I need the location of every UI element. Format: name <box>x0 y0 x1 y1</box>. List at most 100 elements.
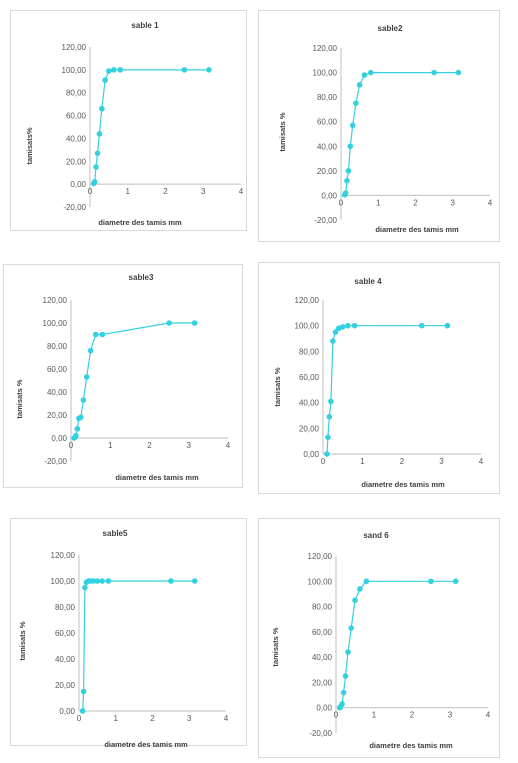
y-tick-label: 20,00 <box>312 678 333 687</box>
data-point <box>353 100 359 107</box>
y-tick-label: 80,00 <box>47 342 68 351</box>
y-tick-label: 20,00 <box>299 424 320 433</box>
data-point <box>344 177 350 184</box>
chart-svg-sand-6: sand 6 tamisats % diametre des tamis mm … <box>271 531 491 750</box>
chart-title: sable5 <box>103 529 128 538</box>
chart-panel-sable-1: sable 1 tamisats% diametre des tamis mm … <box>10 10 247 231</box>
data-point <box>352 597 358 604</box>
x-tick-label: 4 <box>226 441 231 450</box>
y-tick-label: 40,00 <box>47 388 68 397</box>
chart-title: sable 4 <box>354 277 382 286</box>
chart-svg-sable-3: sable3 tamisats % diametre des tamis mm … <box>15 273 231 482</box>
data-point <box>102 77 108 83</box>
x-tick-label: 2 <box>400 457 405 466</box>
data-point <box>357 586 363 592</box>
data-point <box>87 347 94 354</box>
x-tick-label: 0 <box>321 457 326 466</box>
y-tick-label: 20,00 <box>317 167 338 176</box>
data-point <box>82 584 88 591</box>
chart-panel-sable-2: sable2 tamisats % diametre des tamis mm … <box>258 10 500 242</box>
x-tick-label: 4 <box>224 714 229 723</box>
chart-title: sable3 <box>129 273 154 282</box>
data-point <box>349 122 356 129</box>
data-point <box>428 578 434 585</box>
x-tick-label: 2 <box>163 187 168 196</box>
y-tick-label: 80,00 <box>312 603 333 612</box>
x-tick-label: 0 <box>88 187 93 196</box>
y-tick-label: -20,00 <box>44 457 67 466</box>
chart-svg-sable-1: sable 1 tamisats% diametre des tamis mm … <box>25 21 244 227</box>
chart-panel-sable-4: sable 4 tamisats % diametre des tamis mm… <box>258 262 500 494</box>
y-tick-label: 120,00 <box>295 296 320 305</box>
y-tick-label: 40,00 <box>55 655 76 664</box>
x-tick-label: 3 <box>439 457 444 466</box>
data-point <box>80 397 87 403</box>
data-point <box>345 168 352 174</box>
x-axis-label: diametre des tamis mm <box>361 480 445 489</box>
data-point <box>340 689 347 696</box>
data-point <box>339 701 345 707</box>
series-line <box>82 580 195 712</box>
data-point <box>330 338 336 344</box>
data-point <box>452 578 459 585</box>
chart-svg-sable-5: sable5 tamisats % diametre des tamis mm … <box>18 529 229 749</box>
y-tick-label: 100,00 <box>313 69 338 78</box>
y-tick-label: -20,00 <box>314 216 337 225</box>
plot-area: -20,00 0,00 20,00 40,00 60,00 80,00 100,00 120,… <box>62 43 244 212</box>
y-tick-label: 0,00 <box>303 450 319 459</box>
data-point <box>324 451 330 457</box>
x-tick-label: 3 <box>187 714 192 723</box>
y-axis-label: tamisats % <box>278 112 287 152</box>
x-tick-label: 0 <box>69 441 74 450</box>
data-point <box>83 374 90 380</box>
y-tick-label: 100,00 <box>51 577 76 586</box>
plot-area: -20,00 0,00 20,00 40,00 60,00 80,00 100,00 120,… <box>308 552 491 738</box>
y-tick-label: 0,00 <box>70 180 86 189</box>
data-point <box>455 69 462 76</box>
data-point <box>356 82 363 88</box>
x-axis-label: diametre des tamis mm <box>115 473 199 482</box>
data-point <box>363 578 370 585</box>
y-tick-label: 0,00 <box>59 707 75 716</box>
data-point <box>206 67 212 73</box>
y-tick-label: 40,00 <box>299 399 320 408</box>
data-point <box>332 329 339 335</box>
data-point <box>325 434 331 441</box>
plot-area: -20,00 0,00 20,00 40,00 60,00 80,00 100,00 120,… <box>313 44 493 225</box>
x-tick-label: 4 <box>479 457 484 466</box>
chart-panel-sand-6: sand 6 tamisats % diametre des tamis mm … <box>258 518 500 758</box>
series-line <box>344 71 459 196</box>
data-point <box>78 414 84 421</box>
data-point <box>73 432 79 439</box>
series-line <box>93 69 209 184</box>
x-tick-label: 3 <box>451 198 456 207</box>
plot-area: 0,00 20,00 40,00 60,00 80,00 100,00 120,00 0 1 2 3… <box>51 551 229 723</box>
data-point <box>110 67 117 73</box>
y-tick-label: 120,00 <box>43 296 68 305</box>
y-tick-label: 120,00 <box>51 551 76 560</box>
x-tick-label: 3 <box>187 441 192 450</box>
y-axis-label: tamisats % <box>15 379 24 419</box>
data-point <box>168 578 174 584</box>
data-point <box>94 150 101 157</box>
data-point <box>348 625 354 631</box>
y-tick-label: 60,00 <box>66 112 87 121</box>
y-tick-label: 100,00 <box>43 319 68 328</box>
x-tick-label: 3 <box>201 187 206 196</box>
data-point <box>345 322 351 329</box>
y-tick-label: 80,00 <box>66 89 87 98</box>
x-tick-label: 2 <box>150 714 155 723</box>
data-point <box>431 69 437 76</box>
y-tick-label: 40,00 <box>312 653 333 662</box>
x-axis-label: diametre des tamis mm <box>375 225 459 234</box>
y-tick-label: 80,00 <box>55 603 76 612</box>
data-point <box>339 324 346 330</box>
chart-title: sand 6 <box>363 531 389 540</box>
data-point <box>368 69 374 76</box>
y-tick-label: 40,00 <box>66 134 87 143</box>
x-tick-label: 1 <box>376 198 381 207</box>
chart-panel-sable-5: sable5 tamisats % diametre des tamis mm … <box>10 518 247 749</box>
chart-title: sable2 <box>378 24 403 33</box>
data-point <box>345 649 351 655</box>
y-tick-label: 120,00 <box>308 552 333 561</box>
